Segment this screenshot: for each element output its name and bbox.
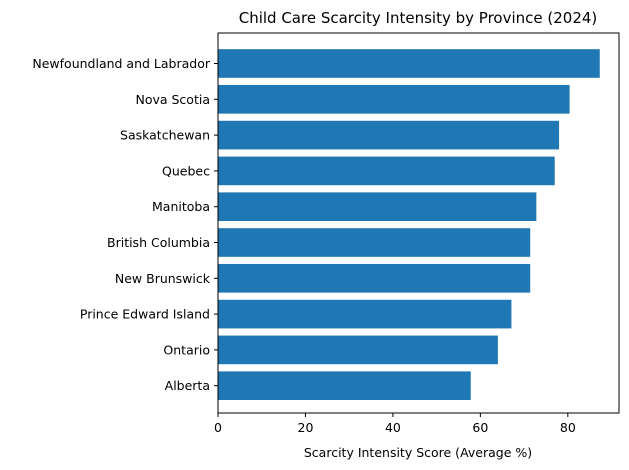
x-axis-label: Scarcity Intensity Score (Average %) bbox=[304, 445, 532, 460]
chart-title: Child Care Scarcity Intensity by Provinc… bbox=[239, 9, 598, 27]
x-axis-ticks: 0 20 40 60 80 bbox=[214, 413, 576, 435]
bar-quebec bbox=[218, 156, 555, 186]
bar-saskatchewan bbox=[218, 120, 560, 150]
y-tick-label-new-brunswick: New Brunswick bbox=[115, 271, 211, 286]
y-tick-label-nova-scotia: Nova Scotia bbox=[135, 92, 210, 107]
y-tick-label-ontario: Ontario bbox=[163, 342, 210, 357]
plot-area-frame bbox=[217, 32, 620, 414]
y-tick-label-prince-edward-island: Prince Edward Island bbox=[80, 307, 210, 322]
y-tick-label-british-columbia: British Columbia bbox=[107, 235, 210, 250]
bar-newfoundland-and-labrador bbox=[218, 49, 600, 78]
y-tick-label-alberta: Alberta bbox=[165, 378, 210, 393]
bar-new-brunswick bbox=[218, 263, 531, 293]
y-tick-label-newfoundland-and-labrador: Newfoundland and Labrador bbox=[32, 56, 210, 71]
bar-prince-edward-island bbox=[218, 299, 512, 329]
x-tick-label-40: 40 bbox=[385, 420, 401, 435]
y-tick-label-saskatchewan: Saskatchewan bbox=[120, 128, 210, 143]
x-tick-label-20: 20 bbox=[298, 420, 314, 435]
bar-alberta bbox=[218, 371, 471, 401]
bar-british-columbia bbox=[218, 228, 531, 257]
y-tick-label-quebec: Quebec bbox=[162, 163, 210, 178]
x-tick-label-0: 0 bbox=[214, 420, 222, 435]
bar-manitoba bbox=[218, 192, 537, 222]
x-tick-label-80: 80 bbox=[560, 420, 576, 435]
bars-group bbox=[218, 49, 600, 401]
y-axis-ticks: Newfoundland and Labrador Nova Scotia Sask… bbox=[32, 56, 218, 393]
bar-ontario bbox=[218, 335, 498, 365]
y-tick-label-manitoba: Manitoba bbox=[152, 199, 210, 214]
bar-nova-scotia bbox=[218, 84, 570, 114]
x-tick-label-60: 60 bbox=[472, 420, 488, 435]
